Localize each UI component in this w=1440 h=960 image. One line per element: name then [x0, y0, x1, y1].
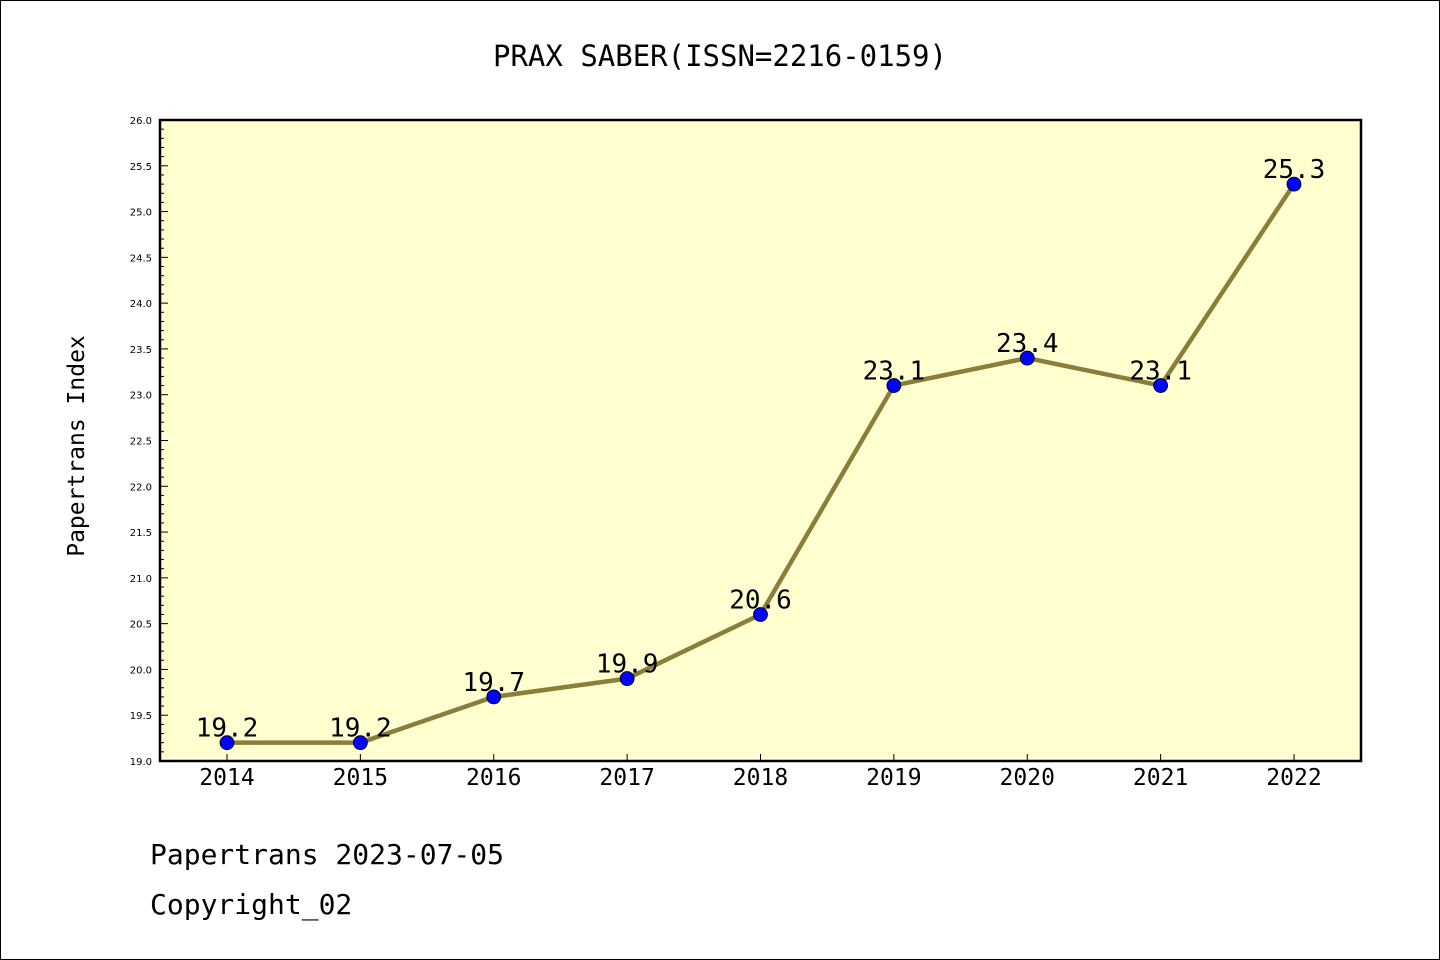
x-tick-label: 2021 [1133, 765, 1188, 791]
footer-copyright-text: Copyright_02 [150, 888, 352, 922]
plot-border [158, 118, 1363, 763]
data-point-marker [1286, 176, 1302, 192]
y-tick-label: 25.5 [130, 162, 152, 173]
y-tick-label: 22.5 [130, 437, 152, 448]
y-tick-label: 26.0 [130, 116, 152, 127]
x-tick-label: 2019 [866, 765, 921, 791]
data-label: 19.2 [329, 714, 392, 744]
x-tick-label: 2016 [466, 765, 521, 791]
y-tick-label: 25.0 [130, 208, 152, 219]
series-layer: 19.2 19.2 19.7 19.9 20.6 23.1 23.4 23.1 25.3 [196, 155, 1326, 751]
y-tick-label: 19.5 [130, 711, 152, 722]
axis-ticks: 19.0 19.5 20.0 20.5 21.0 21.5 22.0 22.5 23.0 23.5… [130, 116, 1322, 791]
data-point-marker [486, 689, 502, 705]
data-label: 19.9 [596, 650, 659, 680]
data-label: 19.7 [462, 668, 525, 698]
y-axis-label: Papertrans Index [64, 335, 90, 557]
x-tick-label: 2015 [333, 765, 388, 791]
x-tick-label: 2020 [1000, 765, 1055, 791]
y-tick-label: 24.5 [130, 253, 152, 264]
y-tick-label: 20.5 [130, 620, 152, 631]
y-tick-label: 22.0 [130, 482, 152, 493]
y-tick-label: 21.0 [130, 574, 152, 585]
data-point-marker [1019, 350, 1035, 366]
data-point-marker [1153, 378, 1169, 393]
data-label: 23.1 [1129, 357, 1192, 387]
chart-title: PRAX SABER(ISSN=2216-0159) [493, 39, 947, 73]
y-tick-label: 23.0 [130, 391, 152, 402]
y-tick-label: 21.5 [130, 528, 152, 539]
data-label: 23.4 [996, 329, 1059, 359]
y-tick-label: 20.0 [130, 665, 152, 676]
data-point-marker [619, 671, 635, 686]
data-label: 23.1 [863, 357, 926, 387]
data-point-marker [219, 735, 235, 751]
data-label: 20.6 [729, 585, 792, 615]
data-point-marker [352, 735, 368, 751]
data-label: 25.3 [1263, 155, 1326, 185]
x-tick-label: 2014 [199, 765, 254, 791]
y-tick-label: 23.5 [130, 345, 152, 356]
y-tick-label: 24.0 [130, 299, 152, 310]
data-label: 19.2 [196, 714, 259, 744]
x-tick-label: 2017 [599, 765, 654, 791]
data-point-marker [753, 607, 768, 622]
y-tick-label: 19.0 [130, 757, 152, 768]
data-point-marker [886, 378, 902, 393]
x-tick-label: 2018 [733, 765, 788, 791]
x-tick-label: 2022 [1266, 765, 1321, 791]
footer-date-text: Papertrans 2023-07-05 [150, 838, 504, 871]
plot-area [160, 120, 1361, 761]
